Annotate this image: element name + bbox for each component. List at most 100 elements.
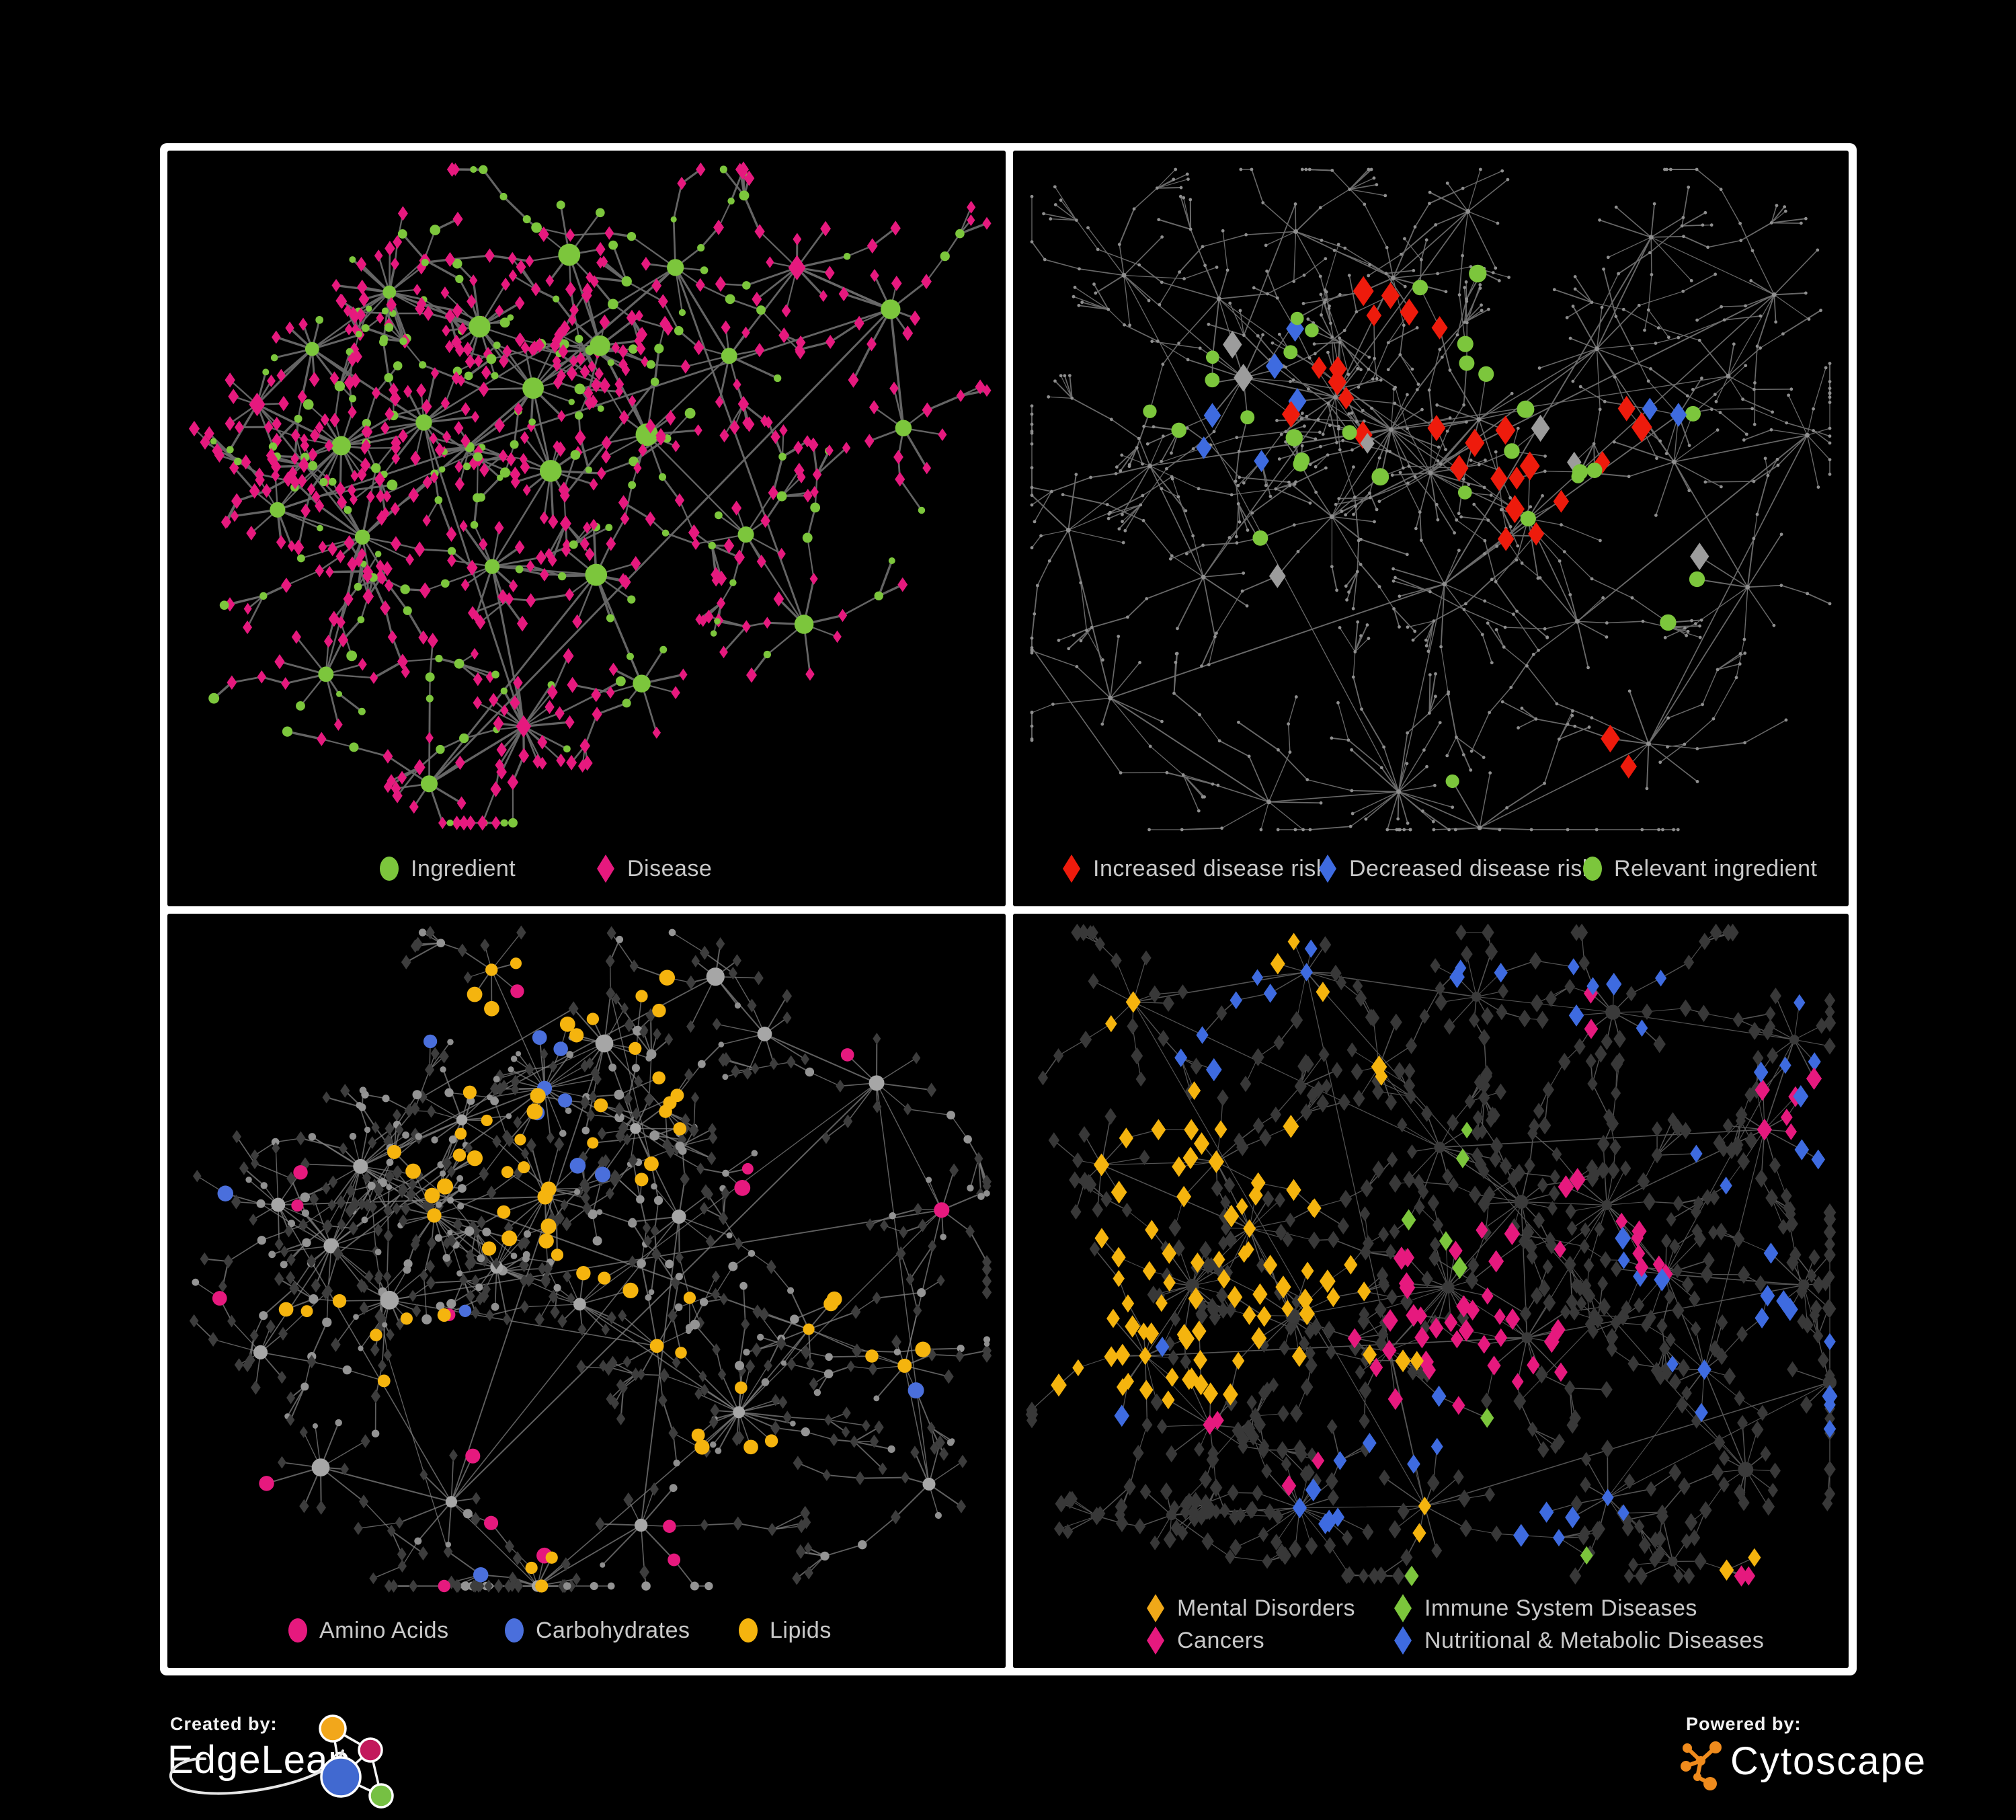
network-node (1469, 768, 1473, 772)
network-node (573, 1298, 586, 1311)
network-node (756, 305, 766, 315)
network-node (508, 269, 518, 282)
network-node (1336, 424, 1340, 428)
network-node (1274, 487, 1278, 491)
network-node (575, 352, 586, 366)
network-node (329, 412, 340, 428)
network-node (465, 815, 476, 831)
network-node (766, 256, 774, 268)
network-node (665, 409, 676, 426)
network-node (1123, 323, 1126, 327)
network-edge (1109, 635, 1119, 699)
network-edge (1293, 516, 1333, 526)
network-node (607, 1311, 616, 1324)
network-node (500, 819, 508, 827)
network-node-neutral-disease-risk (1223, 330, 1242, 359)
network-node (1352, 512, 1355, 516)
network-edge (903, 1209, 942, 1367)
network-node (347, 483, 356, 497)
network-node (592, 1236, 602, 1246)
network-node (616, 1378, 625, 1391)
network-node (1444, 290, 1448, 294)
network-edge (738, 1411, 776, 1429)
network-edge (1183, 1161, 1217, 1197)
network-node (276, 535, 286, 549)
network-edge (1713, 677, 1737, 719)
network-node (1482, 756, 1486, 759)
network-node (333, 718, 343, 731)
network-edge (442, 1138, 454, 1175)
network-edge (1277, 749, 1308, 781)
network-edge (704, 952, 734, 974)
network-node (1367, 637, 1371, 640)
network-edge (1331, 516, 1362, 541)
network-edge (1628, 461, 1675, 477)
network-node (397, 1547, 407, 1561)
network-node (1079, 581, 1083, 585)
network-edge (646, 434, 747, 536)
network-node (1402, 828, 1406, 832)
network-node (1301, 411, 1304, 416)
network-node (1318, 206, 1322, 210)
network-node (1394, 576, 1397, 580)
network-edge (1747, 586, 1775, 627)
network-nutrient-categories (189, 925, 992, 1593)
network-node (745, 1359, 756, 1374)
network-edge (354, 291, 391, 330)
network-edge (1285, 353, 1316, 368)
network-node-increased-disease-risk (1311, 356, 1327, 379)
network-edge (1162, 342, 1180, 365)
network-node (459, 520, 468, 532)
network-node (926, 1082, 937, 1097)
network-node (1500, 169, 1504, 173)
network-node (631, 1368, 641, 1382)
network-node (1424, 644, 1428, 647)
network-edge (1379, 428, 1392, 459)
network-node (516, 260, 526, 274)
network-node (507, 314, 514, 321)
network-node (1178, 194, 1182, 198)
network-edge (423, 421, 525, 727)
network-node (963, 1135, 972, 1144)
network-node (653, 1195, 663, 1205)
network-node (328, 610, 340, 627)
network-node (1469, 459, 1473, 462)
network-node (1318, 274, 1322, 278)
network-node (975, 379, 985, 395)
network-node (415, 1133, 423, 1140)
network-node (1420, 809, 1424, 813)
network-node (267, 451, 278, 467)
network-node (1363, 202, 1367, 206)
network-node (1367, 355, 1371, 359)
network-node (274, 1237, 284, 1251)
network-node (250, 1380, 261, 1395)
network-node (1771, 410, 1774, 414)
network-node-lipids (694, 1439, 710, 1455)
network-node (384, 1579, 394, 1593)
network-edge (1724, 315, 1761, 321)
network-edge (1109, 697, 1270, 803)
network-node (1427, 388, 1431, 392)
network-node (1531, 652, 1535, 656)
network-edge (1266, 274, 1305, 294)
network-node (1350, 812, 1355, 816)
network-edge (254, 1141, 276, 1156)
network-edge (1348, 188, 1386, 196)
network-node (641, 356, 649, 368)
network-edge (1337, 702, 1349, 741)
network-node (739, 1281, 748, 1290)
network-node (890, 221, 901, 236)
network-node (695, 613, 704, 625)
network-node (862, 1419, 871, 1432)
network-node (1307, 167, 1312, 171)
network-node (1520, 561, 1524, 565)
network-node (510, 440, 519, 449)
network-edge (1315, 454, 1328, 467)
network-node (1664, 452, 1668, 455)
network-edge (1173, 653, 1177, 694)
network-edge (544, 1078, 598, 1089)
network-node (578, 1150, 588, 1164)
network-node (454, 477, 465, 491)
network-edge (1720, 305, 1746, 307)
network-edge (321, 738, 355, 748)
